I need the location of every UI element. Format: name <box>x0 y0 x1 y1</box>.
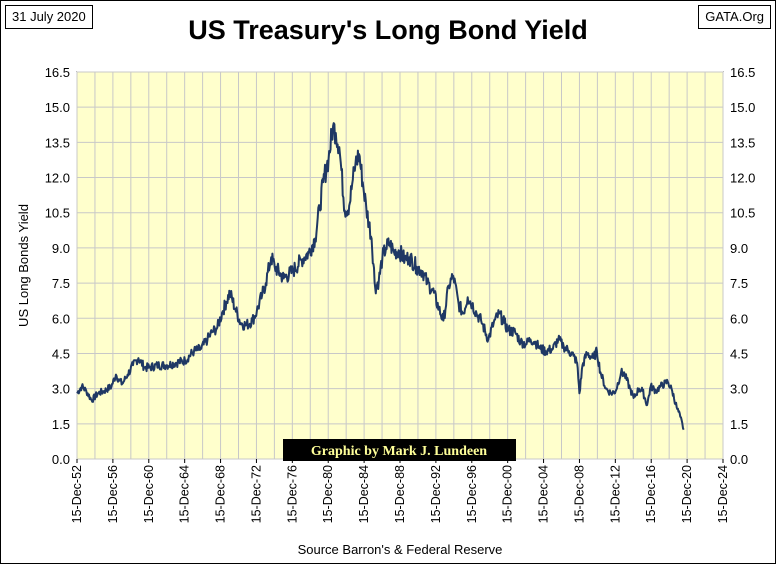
x-tick-label: 15-Dec-52 <box>70 465 84 523</box>
x-tick-label: 15-Dec-88 <box>393 465 407 523</box>
credit-label: Graphic by Mark J. Lundeen <box>311 444 487 459</box>
y-tick-label-left: 0.0 <box>52 452 70 467</box>
y-tick-label-left: 1.5 <box>52 417 70 432</box>
x-tick-label: 15-Dec-12 <box>608 465 622 523</box>
x-tick-label: 15-Dec-76 <box>285 465 299 523</box>
y-tick-label-right: 16.5 <box>730 65 755 80</box>
tick-labels: 0.0 0.0 1.5 1.5 3.0 3.0 4.5 4.5 6.0 6.0 7.5 7.5 9.0 9… <box>45 65 756 523</box>
y-tick-label-right: 6.0 <box>730 311 748 326</box>
x-tick-label: 15-Dec-20 <box>680 465 694 523</box>
x-tick-label: 15-Dec-80 <box>321 465 335 523</box>
series-line <box>76 122 685 431</box>
y-tick-label-right: 15.0 <box>730 100 755 115</box>
y-axis-label: US Long Bonds Yield <box>16 204 31 327</box>
x-tick-label: 15-Dec-84 <box>357 465 371 523</box>
x-tick-label: 15-Dec-04 <box>537 465 551 523</box>
chart-title: US Treasury's Long Bond Yield <box>188 15 588 45</box>
y-tick-label-left: 3.0 <box>52 382 70 397</box>
y-tick-label-right: 12.0 <box>730 171 755 186</box>
x-tick-label: 15-Dec-16 <box>644 465 658 523</box>
y-tick-label-right: 13.5 <box>730 135 755 150</box>
x-tick-label: 15-Dec-00 <box>501 465 515 523</box>
y-tick-label-right: 4.5 <box>730 346 748 361</box>
x-tick-label: 15-Dec-24 <box>716 465 730 523</box>
y-tick-label-left: 4.5 <box>52 346 70 361</box>
credit-box: Graphic by Mark J. Lundeen <box>283 439 516 461</box>
x-tick-label: 15-Dec-08 <box>572 465 586 523</box>
x-tick-label: 15-Dec-92 <box>429 465 443 523</box>
y-tick-label-right: 1.5 <box>730 417 748 432</box>
grid <box>76 71 724 460</box>
site-label: GATA.Org <box>698 5 771 29</box>
y-tick-label-right: 9.0 <box>730 241 748 256</box>
y-tick-label-right: 10.5 <box>730 206 755 221</box>
x-tick-label: 15-Dec-72 <box>249 465 263 523</box>
x-tick-label: 15-Dec-68 <box>214 465 228 523</box>
date-label: 31 July 2020 <box>5 5 93 29</box>
x-tick-label: 15-Dec-56 <box>106 465 120 523</box>
x-axis-label: Source Barron's & Federal Reserve <box>298 542 503 557</box>
y-tick-label-left: 9.0 <box>52 241 70 256</box>
y-tick-label-right: 0.0 <box>730 452 748 467</box>
x-tick-label: 15-Dec-64 <box>178 465 192 523</box>
x-tick-label: 15-Dec-60 <box>142 465 156 523</box>
y-tick-label-left: 7.5 <box>52 276 70 291</box>
y-tick-label-right: 7.5 <box>730 276 748 291</box>
x-tick-label: 15-Dec-96 <box>465 465 479 523</box>
y-tick-label-left: 15.0 <box>45 100 70 115</box>
y-tick-label-left: 6.0 <box>52 311 70 326</box>
y-tick-label-right: 3.0 <box>730 382 748 397</box>
y-tick-label-left: 12.0 <box>45 171 70 186</box>
y-tick-label-left: 10.5 <box>45 206 70 221</box>
y-tick-label-left: 13.5 <box>45 135 70 150</box>
y-tick-label-left: 16.5 <box>45 65 70 80</box>
